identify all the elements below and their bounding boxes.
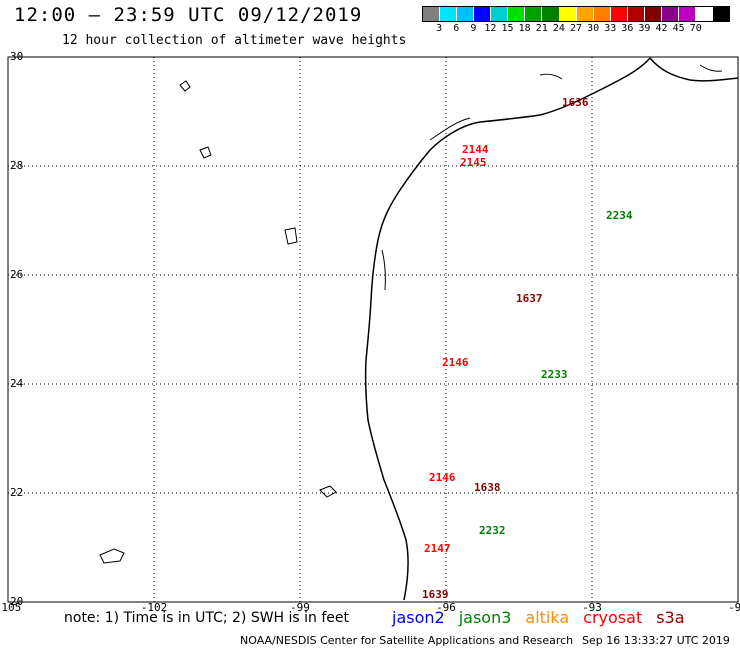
pass-time-label: 2232 (479, 524, 506, 537)
map-frame (7, 56, 739, 603)
satellite-label: altika (525, 608, 570, 627)
pass-time-label: 1639 (422, 588, 449, 601)
legend-swatch (491, 7, 509, 21)
legend-tick-label: 45 (672, 23, 685, 34)
color-legend: 3 6 9 12 15 18 21 24 27 30 33 36 39 42 45 70 (422, 6, 730, 34)
legend-swatch (423, 7, 441, 21)
legend-tick-label: 21 (535, 23, 548, 34)
latitude-label: 28 (10, 159, 23, 172)
legend-swatch (542, 7, 560, 21)
latitude-label: 20 (10, 595, 23, 608)
legend-swatch (610, 7, 628, 21)
legend-swatch (440, 7, 458, 21)
legend-tick-label: 39 (638, 23, 651, 34)
longitude-label: -96 (436, 601, 456, 614)
timestamp-text: Sep 16 13:33:27 UTC 2019 (582, 634, 730, 647)
map-title: 12:00 – 23:59 UTC 09/12/2019 (14, 4, 363, 26)
legend-swatch (593, 7, 611, 21)
pass-time-label: 1638 (474, 481, 501, 494)
satellite-legend: jason2 jason3 altika cryosat s3a (392, 608, 699, 627)
legend-tick-label: 3 (436, 23, 443, 34)
legend-tick-label: 33 (604, 23, 617, 34)
legend-swatch (576, 7, 594, 21)
legend-tick-label: 70 (689, 23, 702, 34)
satellite-label: jason3 (458, 608, 512, 627)
legend-tick-label: 42 (655, 23, 668, 34)
longitude-label: -105 (0, 601, 21, 614)
latitude-label: 30 (10, 50, 23, 63)
legend-tick-label: 6 (453, 23, 460, 34)
legend-tick-label: 27 (569, 23, 583, 34)
longitude-label: -102 (141, 601, 168, 614)
legend-tick-label: 9 (470, 23, 477, 34)
legend-swatch (525, 7, 543, 21)
satellite-label: s3a (656, 608, 685, 627)
longitude-label: -90 (728, 601, 740, 614)
legend-swatch (508, 7, 526, 21)
pass-time-label: 2145 (460, 156, 487, 169)
legend-tick-label: 12 (484, 23, 497, 34)
latitude-labels: 30 28 26 24 22 20 (10, 50, 24, 608)
legend-swatch (627, 7, 645, 21)
legend-swatches (422, 6, 730, 22)
pass-time-label: 1637 (516, 292, 543, 305)
map-subtitle: 12 hour collection of altimeter wave hei… (62, 33, 407, 48)
legend-swatch (559, 7, 577, 21)
longitude-labels: -105 -102 -99 -96 -93 -90 (0, 601, 740, 614)
pass-time-label: 2233 (541, 368, 568, 381)
units-note: note: 1) Time is in UTC; 2) SWH is in fe… (64, 610, 350, 626)
legend-tick-label: 24 (552, 23, 565, 34)
legend-swatch (696, 7, 714, 21)
legend-swatch (713, 7, 730, 21)
legend-swatch (474, 7, 492, 21)
credit-text: NOAA/NESDIS Center for Satellite Applica… (240, 634, 574, 647)
latitude-label: 22 (10, 486, 23, 499)
legend-swatch (457, 7, 475, 21)
latitude-label: 24 (10, 377, 24, 390)
legend-swatch (678, 7, 696, 21)
legend-swatch (661, 7, 679, 21)
legend-tick-label: 30 (587, 23, 600, 34)
longitude-label: -99 (290, 601, 310, 614)
pass-time-label: 2147 (424, 542, 451, 555)
pass-time-label: 2146 (429, 471, 456, 484)
pass-time-label: 2146 (442, 356, 469, 369)
pass-time-label: 1636 (562, 96, 589, 109)
lat-lon-grid (8, 57, 738, 602)
latitude-label: 26 (10, 268, 23, 281)
pass-time-label: 2144 (462, 143, 489, 156)
legend-swatch (644, 7, 662, 21)
satellite-label: jason2 (392, 608, 445, 627)
coastline (99, 57, 739, 601)
longitude-label: -93 (582, 601, 602, 614)
pass-time-label: 2234 (606, 209, 633, 222)
legend-tick-label: 36 (621, 23, 634, 34)
legend-tick-label: 15 (501, 23, 514, 34)
satellite-label: cryosat (583, 608, 643, 627)
legend-tick-label: 18 (518, 23, 531, 34)
